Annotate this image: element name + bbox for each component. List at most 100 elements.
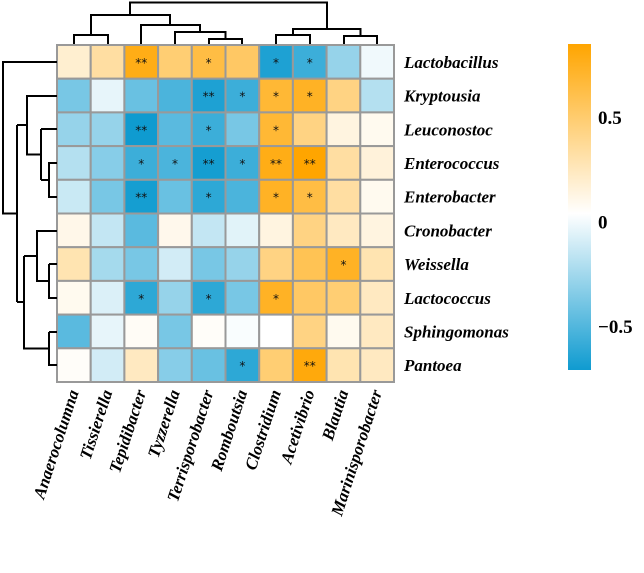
significance-mark: *	[206, 56, 212, 70]
heatmap-cell	[359, 145, 395, 181]
row-label: Enterococcus	[403, 154, 500, 173]
heatmap-cell	[157, 77, 193, 114]
heatmap-cell	[224, 178, 261, 215]
column-label: Anaerocolumna	[29, 387, 83, 502]
significance-mark: **	[135, 56, 147, 70]
column-dendrogram	[73, 1, 378, 44]
row-label: Lactococcus	[403, 289, 491, 308]
heatmap-cell	[157, 212, 193, 249]
heatmap-cell	[258, 246, 294, 282]
heatmap-cell	[89, 212, 126, 249]
significance-mark: *	[206, 123, 212, 137]
row-labels: Lactobacillus Kryptousia Leuconostoc Entero…	[403, 53, 509, 375]
heatmap-cell	[359, 279, 395, 316]
heatmap-cell	[89, 111, 126, 148]
column-label: Tyzzerella	[144, 387, 184, 460]
heatmap-cell	[224, 313, 261, 350]
significance-mark: **	[203, 90, 215, 104]
significance-mark: *	[206, 292, 212, 306]
heatmap-cell	[56, 44, 92, 80]
row-label: Lactobacillus	[403, 53, 499, 72]
heatmap-cell	[291, 77, 328, 114]
heatmap-cell	[123, 246, 160, 282]
heatmap-cell	[359, 347, 395, 383]
significance-mark: *	[239, 157, 245, 171]
significance-mark: *	[273, 123, 279, 137]
heatmap-cell	[359, 44, 395, 80]
heatmap-cell	[56, 279, 92, 316]
heatmap-cell	[157, 313, 193, 350]
heatmap-cell	[325, 212, 362, 249]
significance-mark: *	[206, 191, 212, 205]
colorbar-tick-label: −0.5	[598, 317, 633, 338]
significance-mark: *	[307, 191, 313, 205]
heatmap-cell	[325, 44, 362, 80]
heatmap-cell	[89, 145, 126, 181]
significance-mark: **	[135, 123, 147, 137]
heatmap-cell	[56, 77, 92, 114]
row-label: Sphingomonas	[404, 322, 509, 341]
heatmap-cell	[224, 44, 261, 80]
colorbar-tick-label: 0	[598, 213, 608, 234]
heatmap-cell	[258, 178, 294, 215]
significance-mark: **	[203, 157, 215, 171]
column-label: Blautia	[318, 387, 353, 444]
heatmap-cell	[190, 313, 227, 350]
heatmap-cell	[291, 212, 328, 249]
significance-mark: **	[304, 157, 316, 171]
heatmap-cell	[89, 246, 126, 282]
significance-mark: *	[138, 292, 144, 306]
heatmap-cell	[89, 178, 126, 215]
row-label: Kryptousia	[403, 87, 481, 106]
heatmap-cell	[190, 246, 227, 282]
heatmap-cell	[224, 246, 261, 282]
heatmap-cell	[123, 279, 160, 316]
heatmap-cells: ** * * *** * * *** * ** * ** * ** **** * * *** * ** **	[56, 44, 395, 383]
heatmap-cell	[258, 212, 294, 249]
heatmap-cell	[190, 212, 227, 249]
heatmap-cell	[359, 178, 395, 215]
significance-mark: *	[340, 258, 346, 272]
row-label: Weissella	[404, 255, 469, 274]
heatmap-cell	[56, 246, 92, 282]
significance-mark: *	[273, 292, 279, 306]
significance-mark: *	[273, 90, 279, 104]
colorbar-tick-label: 0.5	[598, 108, 622, 129]
significance-mark: *	[172, 157, 178, 171]
heatmap-cell	[291, 246, 328, 282]
heatmap-cell	[190, 347, 227, 383]
heatmap-cell	[157, 111, 193, 148]
heatmap-cell	[359, 77, 395, 114]
heatmap-cell	[56, 313, 92, 350]
colorbar	[568, 44, 591, 370]
heatmap-cell	[190, 111, 227, 148]
heatmap-cell	[224, 212, 261, 249]
heatmap-cell	[359, 111, 395, 148]
heatmap-cell	[291, 111, 328, 148]
heatmap-cell	[258, 313, 294, 350]
heatmap-cell	[258, 347, 294, 383]
heatmap-cell	[359, 246, 395, 282]
heatmap-cell	[89, 279, 126, 316]
heatmap-cell	[325, 347, 362, 383]
heatmap-cell	[359, 313, 395, 350]
heatmap-cell	[224, 279, 261, 316]
significance-mark: *	[239, 359, 245, 373]
heatmap-cell	[123, 77, 160, 114]
significance-mark: *	[273, 191, 279, 205]
heatmap-cell	[258, 145, 294, 181]
heatmap-cell	[157, 44, 193, 80]
row-dendrogram	[2, 61, 57, 366]
significance-mark: *	[239, 90, 245, 104]
heatmap-cell	[325, 145, 362, 181]
heatmap-cell	[89, 313, 126, 350]
significance-mark: **	[135, 191, 147, 205]
colorbar-ticks: 0.5 0 −0.5	[598, 108, 633, 338]
row-label: Cronobacter	[404, 221, 492, 240]
heatmap-cell	[325, 313, 362, 350]
heatmap-cell	[291, 313, 328, 350]
significance-mark: *	[307, 56, 313, 70]
heatmap-cell	[56, 111, 92, 148]
column-labels: AnaerocolumnaTissierellaTepidibacterTyzz…	[29, 387, 386, 519]
